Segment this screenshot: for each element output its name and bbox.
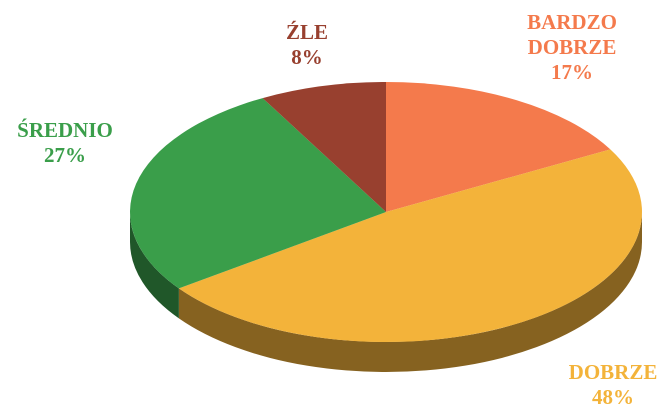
slice <box>178 149 643 343</box>
slice <box>129 98 386 289</box>
slice <box>262 82 386 212</box>
category-label: BARDZO DOBRZE <box>527 10 617 59</box>
value-label: 27% <box>44 143 86 167</box>
slice-side <box>130 212 179 319</box>
category-label: DOBRZE <box>568 360 658 384</box>
slice <box>386 82 611 212</box>
slice-side <box>178 212 642 372</box>
slice-label: ŚREDNIO 27% <box>0 118 130 168</box>
category-label: ŚREDNIO <box>17 118 113 142</box>
value-label: 17% <box>551 60 593 84</box>
category-label: ŹLE <box>285 20 329 44</box>
slice-label: DOBRZE 48% <box>548 360 669 410</box>
slice-label: ŹLE 8% <box>242 20 372 70</box>
value-label: 8% <box>291 45 323 69</box>
value-label: 48% <box>592 385 634 409</box>
slice-label: BARDZO DOBRZE 17% <box>507 10 637 85</box>
